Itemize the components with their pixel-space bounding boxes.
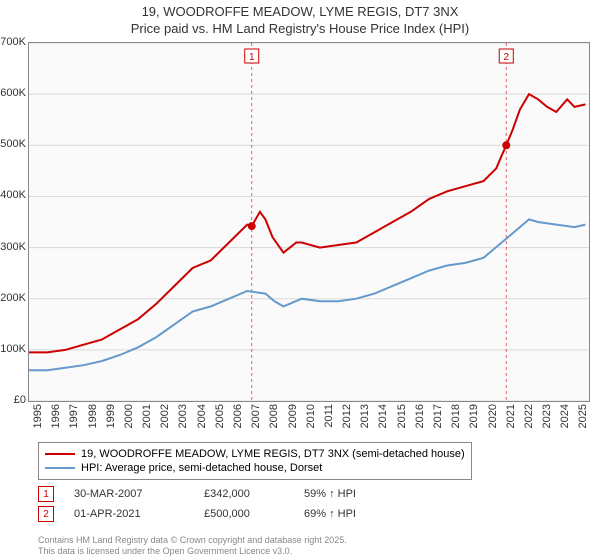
y-tick-label: £500K [0, 138, 26, 150]
x-tick-label: 1995 [32, 404, 44, 428]
chart-container: 19, WOODROFFE MEADOW, LYME REGIS, DT7 3N… [0, 0, 600, 560]
x-tick-label: 1997 [68, 404, 80, 428]
x-tick-label: 2023 [541, 404, 553, 428]
footer: Contains HM Land Registry data © Crown c… [38, 535, 347, 557]
x-tick-label: 2017 [432, 404, 444, 428]
x-tick-label: 1996 [50, 404, 62, 428]
sales-price: £500,000 [204, 508, 304, 520]
sales-marker: 1 [38, 486, 54, 502]
sales-hpi: 69% ↑ HPI [304, 508, 424, 520]
sales-row: 2 01-APR-2021£500,00069% ↑ HPI [38, 504, 424, 524]
x-tick-label: 2015 [396, 404, 408, 428]
x-tick-label: 2019 [468, 404, 480, 428]
sales-row: 1 30-MAR-2007£342,00059% ↑ HPI [38, 484, 424, 504]
legend-row: 19, WOODROFFE MEADOW, LYME REGIS, DT7 3N… [45, 447, 465, 461]
x-tick-label: 2011 [323, 404, 335, 428]
title-line-2: Price paid vs. HM Land Registry's House … [0, 21, 600, 38]
x-tick-label: 2012 [341, 404, 353, 428]
x-tick-label: 2003 [177, 404, 189, 428]
x-tick-label: 2006 [232, 404, 244, 428]
x-tick-label: 2000 [123, 404, 135, 428]
x-tick-label: 2009 [287, 404, 299, 428]
sales-marker: 2 [38, 506, 54, 522]
x-tick-label: 2013 [359, 404, 371, 428]
svg-text:1: 1 [249, 52, 255, 63]
x-tick-label: 2021 [505, 404, 517, 428]
y-tick-label: £600K [0, 87, 26, 99]
title-block: 19, WOODROFFE MEADOW, LYME REGIS, DT7 3N… [0, 0, 600, 40]
x-tick-label: 2025 [577, 404, 589, 428]
x-tick-label: 2018 [450, 404, 462, 428]
plot-area: 12 [28, 42, 590, 402]
x-tick-label: 1998 [87, 404, 99, 428]
x-tick-label: 2001 [141, 404, 153, 428]
sales-hpi: 59% ↑ HPI [304, 488, 424, 500]
footer-line-1: Contains HM Land Registry data © Crown c… [38, 535, 347, 546]
legend-row: HPI: Average price, semi-detached house,… [45, 461, 465, 475]
x-tick-label: 2010 [305, 404, 317, 428]
y-tick-label: £100K [0, 343, 26, 355]
x-tick-label: 2004 [196, 404, 208, 428]
legend-swatch [45, 453, 75, 455]
x-tick-label: 2016 [414, 404, 426, 428]
plot-svg: 12 [29, 43, 589, 401]
legend-label: HPI: Average price, semi-detached house,… [81, 462, 322, 474]
x-tick-label: 2020 [487, 404, 499, 428]
sales-date: 01-APR-2021 [74, 508, 204, 520]
x-tick-label: 2024 [559, 404, 571, 428]
sales-table: 1 30-MAR-2007£342,00059% ↑ HPI 2 01-APR-202… [38, 484, 424, 524]
y-tick-label: £700K [0, 36, 26, 48]
sales-date: 30-MAR-2007 [74, 488, 204, 500]
sales-price: £342,000 [204, 488, 304, 500]
x-tick-label: 2007 [250, 404, 262, 428]
x-tick-label: 2002 [159, 404, 171, 428]
svg-text:2: 2 [503, 52, 509, 63]
x-tick-label: 2008 [268, 404, 280, 428]
y-tick-label: £400K [0, 189, 26, 201]
legend-label: 19, WOODROFFE MEADOW, LYME REGIS, DT7 3N… [81, 448, 465, 460]
legend-box: 19, WOODROFFE MEADOW, LYME REGIS, DT7 3N… [38, 442, 472, 480]
y-tick-label: £300K [0, 241, 26, 253]
x-tick-label: 1999 [105, 404, 117, 428]
y-tick-label: £0 [14, 394, 26, 406]
title-line-1: 19, WOODROFFE MEADOW, LYME REGIS, DT7 3N… [0, 4, 600, 21]
x-tick-label: 2014 [377, 404, 389, 428]
x-tick-label: 2005 [214, 404, 226, 428]
footer-line-2: This data is licensed under the Open Gov… [38, 546, 347, 557]
x-tick-label: 2022 [523, 404, 535, 428]
y-tick-label: £200K [0, 292, 26, 304]
legend-swatch [45, 467, 75, 469]
